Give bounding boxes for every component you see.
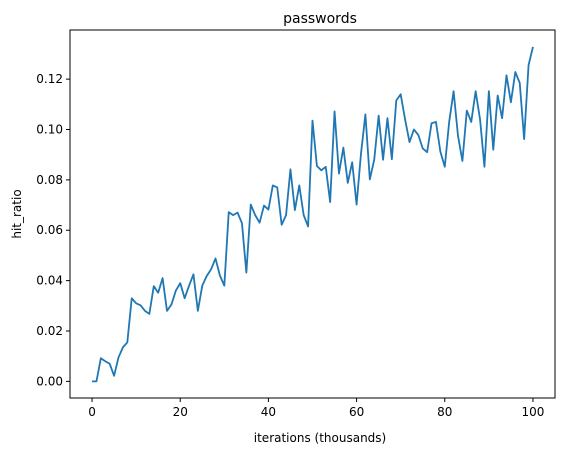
y-tick-label: 0.06: [36, 223, 63, 237]
y-axis: 0.00 0.02 0.04 0.06 0.08 0.10 0.12: [36, 72, 70, 388]
x-tick-label: 100: [522, 405, 545, 419]
x-tick-label: 0: [88, 405, 96, 419]
x-tick-label: 80: [437, 405, 452, 419]
x-tick-label: 40: [261, 405, 276, 419]
chart-title: passwords: [283, 11, 357, 27]
y-axis-label: hit_ratio: [10, 189, 24, 238]
y-tick-label: 0.10: [36, 122, 63, 136]
y-tick-label: 0.00: [36, 374, 63, 388]
x-tick-label: 20: [173, 405, 188, 419]
series-line-0: [92, 46, 534, 383]
series-layer: [92, 46, 534, 383]
x-axis: 0 20 40 60 80 100: [88, 398, 544, 419]
y-tick-label: 0.02: [36, 324, 63, 338]
x-tick-label: 60: [349, 405, 364, 419]
plot-frame: [69, 29, 556, 399]
y-tick-label: 0.12: [36, 72, 63, 86]
y-tick-label: 0.08: [36, 173, 63, 187]
y-tick-label: 0.04: [36, 274, 63, 288]
x-axis-label: iterations (thousands): [254, 431, 386, 445]
